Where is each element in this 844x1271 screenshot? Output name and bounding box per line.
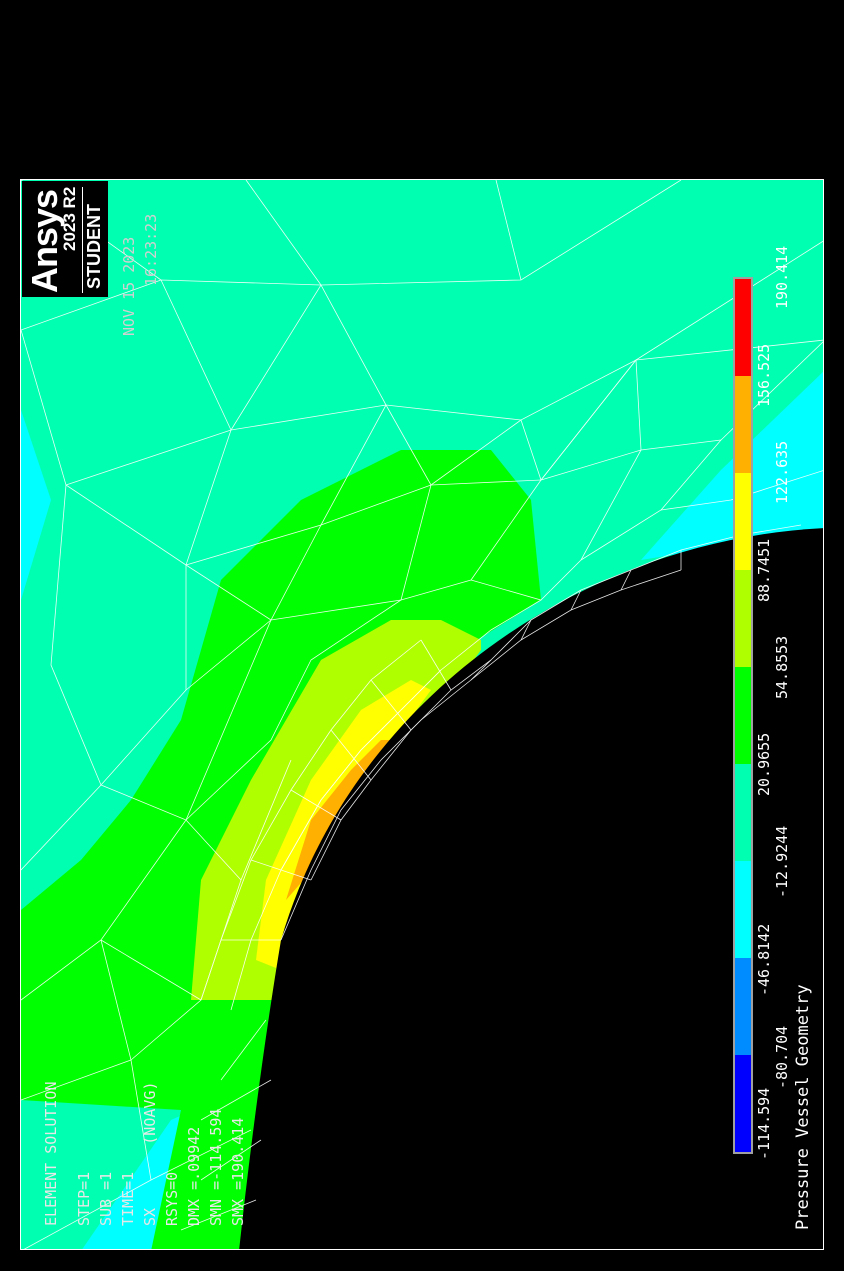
legend-swatch [735,473,751,571]
legend-swatch [735,570,751,667]
info-line-time: TIME=1 [119,1171,137,1226]
stress-contour-plot [21,180,823,1249]
vessel-hole-cutout [239,528,823,1249]
legend-color-bar [733,277,753,1154]
logo-divider [82,187,83,293]
legend-label: 156.525 [755,343,773,407]
legend-label: -46.8142 [755,923,773,996]
legend-label: -114.594 [755,1087,773,1160]
contour-plot-viewport [20,179,824,1250]
legend-label: 54.8553 [773,635,791,699]
info-line-smx: SMX =190.414 [229,1117,247,1226]
logo-edition: STUDENT [84,204,104,289]
logo-version: 2023 R2 [60,186,79,251]
legend-swatch [735,861,751,958]
plot-time: 16:23:23 [142,213,160,286]
info-line-sub: SUB =1 [97,1171,115,1226]
legend-swatch [735,764,751,862]
legend-label: 20.9655 [755,732,773,796]
info-line-sx: SX (NOAVG) [141,1081,159,1227]
legend-label: 122.635 [773,440,791,504]
info-line-rsys: RSYS=0 [163,1171,181,1226]
legend-label: -80.704 [773,1025,791,1089]
legend-swatch [735,279,751,376]
legend-swatch [735,1055,751,1152]
contour-band-cyan-top [21,410,51,600]
legend-swatch [735,958,751,1055]
legend-label: 88.7451 [755,538,773,602]
info-line-step: STEP=1 [75,1171,93,1226]
info-title: ELEMENT SOLUTION [42,1081,60,1227]
ansys-logo: Ansys 2023 R2 STUDENT [22,181,108,297]
legend-label: 190.414 [773,245,791,309]
legend-swatch [735,667,751,764]
legend-label: -12.9244 [773,825,791,898]
contour-band-cyan-right [641,371,823,560]
info-line-dmx: DMX =.09942 [185,1126,203,1226]
info-line-smn: SMN =-114.594 [207,1108,225,1226]
legend-swatch [735,376,751,473]
plot-caption: Pressure Vessel Geometry [793,984,813,1230]
plot-date: NOV 15 2023 [120,236,138,336]
mesh-wireframe [21,180,823,1249]
